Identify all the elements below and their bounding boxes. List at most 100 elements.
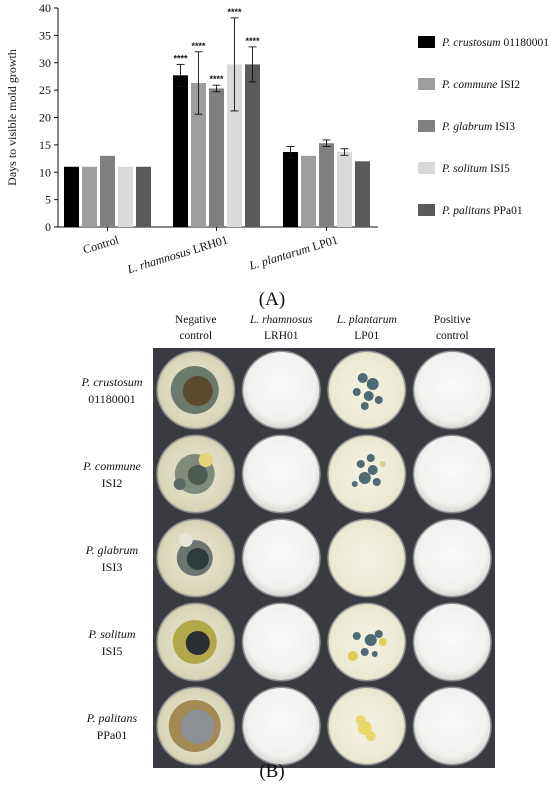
row-header-species: P. palitans xyxy=(86,711,138,725)
significance-label: **** xyxy=(245,36,260,46)
petri-dish xyxy=(414,604,491,680)
legend-entry: P. palitans PPa01 xyxy=(441,205,523,217)
bar xyxy=(283,151,298,227)
bar xyxy=(118,166,133,227)
legend-entry: P. commune ISI2 xyxy=(441,79,520,91)
legend-swatch xyxy=(418,204,435,216)
mold-colony xyxy=(372,478,381,486)
bar xyxy=(227,64,242,227)
bar xyxy=(209,88,224,227)
mold-colony xyxy=(363,391,374,401)
mold-colony xyxy=(186,548,209,570)
y-tick-label: 20 xyxy=(39,111,51,125)
bar xyxy=(337,151,352,227)
mold-colony xyxy=(374,396,383,404)
y-tick-label: 35 xyxy=(39,28,51,42)
column-header: L. rhamnosus xyxy=(249,314,313,326)
y-tick-label: 5 xyxy=(45,193,51,207)
bar xyxy=(136,166,151,227)
legend-swatch xyxy=(418,120,435,132)
legend-swatch xyxy=(418,36,435,48)
bar xyxy=(64,166,79,227)
bar xyxy=(301,155,316,227)
significance-label: **** xyxy=(227,7,242,17)
mold-colony xyxy=(198,453,213,467)
mold-colony xyxy=(185,631,210,655)
row-header-code: 01180001 xyxy=(88,392,136,406)
legend-swatch xyxy=(418,162,435,174)
mold-colony xyxy=(360,402,369,410)
petri-dish xyxy=(243,436,320,512)
mold-colony xyxy=(173,478,186,490)
column-header-line2: control xyxy=(179,330,212,342)
row-header-code: ISI2 xyxy=(102,476,123,490)
y-tick-label: 25 xyxy=(39,83,51,97)
plate-photo-grid: Negative control L. rhamnosus LRH01 L. plant… xyxy=(80,314,495,768)
y-tick-label: 40 xyxy=(39,1,51,15)
mold-colony xyxy=(180,710,215,744)
mold-colony xyxy=(364,634,377,646)
row-header-species: P. crustosum xyxy=(80,375,142,389)
y-tick-label: 30 xyxy=(39,56,51,70)
petri-dish xyxy=(243,520,320,596)
petri-dish xyxy=(414,688,491,764)
mold-colony xyxy=(358,472,371,484)
x-tick-label: Control xyxy=(81,232,121,256)
petri-dish xyxy=(414,520,491,596)
mold-colony xyxy=(351,481,358,487)
column-header: L. plantarum xyxy=(336,314,397,326)
mold-colony xyxy=(355,715,366,725)
panel-a-label: (A) xyxy=(259,289,285,310)
petri-dish xyxy=(328,520,405,596)
column-header: Negative xyxy=(175,314,217,326)
bar-chart: 0 5 10 15 20 25 30 35 40 Days to visible mold gro… xyxy=(5,1,549,277)
mold-colony xyxy=(366,378,379,390)
bar xyxy=(100,155,115,227)
y-tick-label: 15 xyxy=(39,138,51,152)
bar xyxy=(173,75,188,227)
y-tick-label: 10 xyxy=(39,165,51,179)
mold-colony xyxy=(367,465,378,475)
mold-colony xyxy=(347,651,358,661)
column-header-line2: LRH01 xyxy=(264,330,299,342)
legend-entry: P. glabrum ISI3 xyxy=(441,121,515,133)
mold-colony xyxy=(187,465,208,485)
row-header-species: P. glabrum xyxy=(85,543,139,557)
bar xyxy=(82,166,97,227)
significance-label: **** xyxy=(173,53,188,63)
bar xyxy=(245,64,260,227)
mold-colony xyxy=(178,533,193,547)
bar xyxy=(319,143,334,227)
bar xyxy=(355,161,370,227)
legend-swatch xyxy=(418,78,435,90)
petri-dish xyxy=(243,604,320,680)
row-header-species: P. solitum xyxy=(87,627,135,641)
mold-colony xyxy=(378,638,387,646)
row-header-species: P. commune xyxy=(82,459,141,473)
petri-dish xyxy=(243,688,320,764)
column-header-line2: LP01 xyxy=(354,330,379,342)
x-tick-label: L. plantarum LP01 xyxy=(247,232,340,272)
row-header-code: ISI5 xyxy=(102,644,123,658)
y-axis-label: Days to visible mold growth xyxy=(5,49,19,186)
column-header: Positive xyxy=(434,314,471,326)
significance-label: **** xyxy=(191,41,206,51)
legend-entry: P. crustosum 01180001 xyxy=(441,37,549,49)
mold-colony xyxy=(374,630,383,638)
row-header-code: PPa01 xyxy=(97,728,128,742)
column-header-line2: control xyxy=(436,330,469,342)
mold-colony xyxy=(366,454,375,462)
legend-entry: P. solitum ISI5 xyxy=(441,163,510,175)
mold-colony xyxy=(357,373,368,383)
petri-dish xyxy=(414,352,491,428)
mold-colony xyxy=(182,376,213,406)
row-header-code: ISI3 xyxy=(102,560,123,574)
x-tick-label: L. rhamnosus LRH01 xyxy=(125,232,230,276)
significance-label: **** xyxy=(209,74,224,84)
mold-colony xyxy=(356,460,365,468)
mold-colony xyxy=(360,648,369,656)
mold-colony xyxy=(352,388,361,396)
mold-colony xyxy=(371,651,378,657)
bar xyxy=(191,83,206,227)
